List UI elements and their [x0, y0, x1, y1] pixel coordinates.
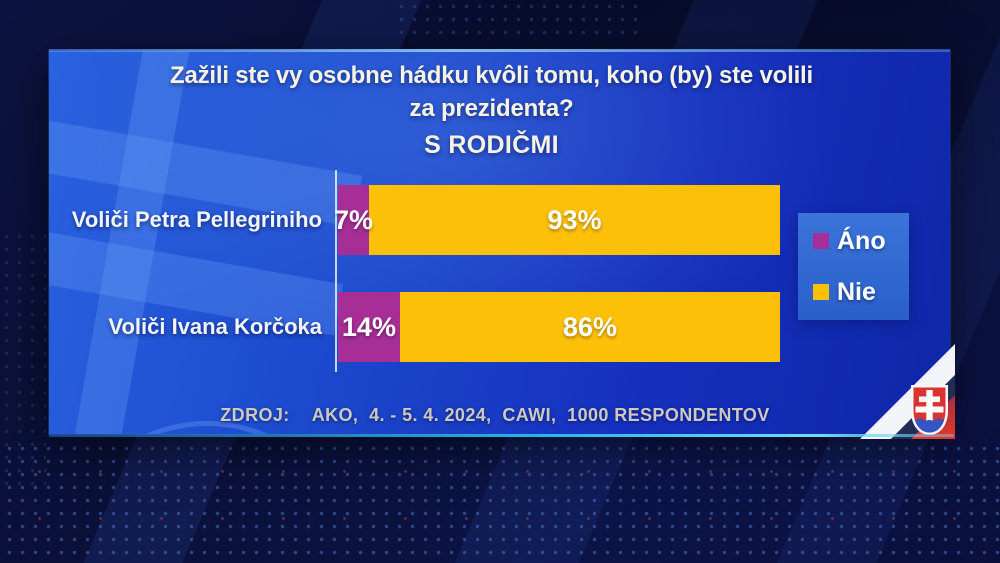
- row-label-pellegrini: Voliči Petra Pellegriniho: [71, 207, 322, 232]
- poll-panel: Zažili ste vy osobne hádku kvôli tomu, k…: [49, 49, 955, 439]
- source-value: AKO, 4. - 5. 4. 2024, CAWI, 1000 RESPOND…: [311, 405, 770, 425]
- bar-segment-no: 86%: [399, 292, 780, 362]
- question-title-line1: Zažili ste vy osobne hádku kvôli tomu, k…: [170, 62, 813, 89]
- question-subtitle: S RODIČMI: [424, 131, 559, 159]
- row-label-korcok: Voliči Ivana Korčoka: [108, 314, 322, 339]
- source-line: ZDROJ: AKO, 4. - 5. 4. 2024, CAWI, 1000 R…: [105, 405, 885, 426]
- slovak-flag-ribbon: [860, 344, 955, 439]
- legend-swatch-ano: [813, 233, 829, 249]
- chart-axis-line: [335, 170, 337, 372]
- slovak-coat-of-arms: [911, 385, 948, 435]
- background-dots-left: [0, 230, 46, 490]
- value-label-no: 86%: [562, 311, 617, 342]
- question-title-line2: za prezidenta?: [409, 95, 574, 122]
- bar-segment-yes: 7%: [334, 185, 373, 255]
- value-label-yes: 14%: [341, 311, 396, 342]
- legend-box: Áno Nie: [798, 213, 909, 320]
- background-dots-bottom: [0, 437, 1000, 563]
- legend-label-nie: Nie: [837, 277, 876, 306]
- panel-decor: [49, 51, 950, 434]
- legend-item-nie: Nie: [813, 278, 909, 307]
- question-title: Zažili ste vy osobne hádku kvôli tomu, k…: [59, 59, 924, 163]
- legend-item-ano: Áno: [813, 227, 909, 256]
- bar-row-pellegrini: Voliči Petra Pellegriniho 7% 93%: [49, 185, 950, 255]
- stacked-bar-pellegrini: 7% 93%: [334, 185, 780, 255]
- value-label-no: 93%: [547, 204, 602, 235]
- stacked-bar-korcok: 14% 86%: [338, 292, 780, 362]
- background-dots-top: [395, 0, 645, 38]
- legend-swatch-nie: [813, 284, 829, 300]
- bar-row-korcok: Voliči Ivana Korčoka 14% 86%: [49, 292, 950, 362]
- legend-label-ano: Áno: [837, 226, 886, 255]
- bar-segment-yes: 14%: [338, 292, 400, 362]
- bar-segment-no: 93%: [368, 185, 780, 255]
- value-label-yes: 7%: [333, 204, 373, 235]
- source-label: ZDROJ:: [220, 405, 290, 425]
- flag-stripe-white: [860, 344, 955, 439]
